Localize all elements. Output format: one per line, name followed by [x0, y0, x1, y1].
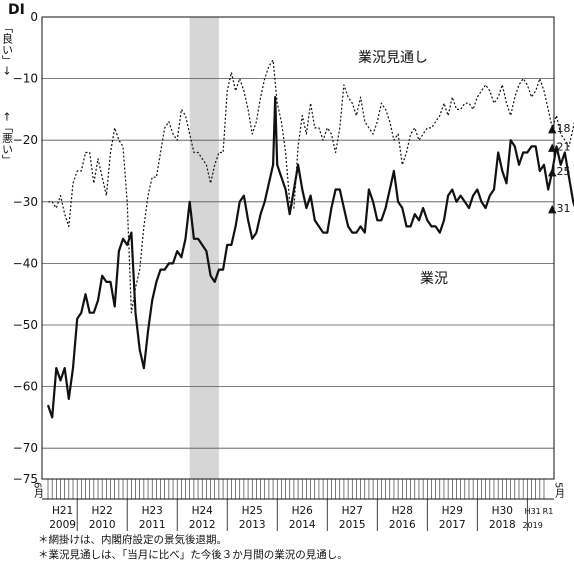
x-year-label: 2014	[289, 519, 316, 531]
x-era-label: H25	[242, 505, 263, 517]
annotation-label: ▲31	[548, 202, 570, 215]
y-axis-down-label: ←「悪い」	[1, 112, 14, 165]
x-era-label: H27	[342, 505, 363, 517]
annotation-label: ▲25	[548, 165, 570, 178]
y-tick-label: −50	[13, 318, 38, 332]
x-year-label: 2013	[239, 519, 266, 531]
x-year-label: 2018	[489, 519, 516, 531]
series-lines	[46, 59, 574, 419]
y-tick-label: −10	[13, 72, 38, 86]
y-axis-title: DI	[8, 2, 25, 18]
x-year-label: 2019	[522, 521, 542, 530]
x-era-label: H31	[525, 507, 541, 516]
x-year-label: 2010	[89, 519, 116, 531]
x-year-label: 2011	[139, 519, 166, 531]
note-shading: ＊網掛けは、内閣府設定の景気後退期。	[38, 534, 227, 546]
series-label-business: 業況	[420, 271, 448, 287]
x-year-label: 2016	[389, 519, 416, 531]
x-era-label: R1	[543, 507, 554, 516]
business-line	[46, 95, 574, 419]
y-tick-label: −70	[13, 441, 38, 455]
x-year-label: 2017	[439, 519, 466, 531]
y-tick-label: −40	[13, 256, 38, 270]
x-year-label: 2012	[189, 519, 216, 531]
x-era-label: H22	[92, 505, 113, 517]
x-year-label: 2015	[339, 519, 366, 531]
note-outlook: ＊業況見通しは、「当月に比べ」た今後３か月間の業況の見通し。	[38, 549, 348, 561]
x-year-label: 2009	[49, 519, 76, 531]
x-era-label: H26	[292, 505, 314, 517]
x-era-label: H29	[442, 505, 463, 517]
y-tick-label: 0	[30, 10, 38, 24]
x-era-label: H30	[492, 505, 513, 517]
x-end-label: 5月	[553, 482, 565, 499]
y-axis-up-label: 「良い」→	[1, 22, 14, 75]
x-axis: H21 2009 H22 2010 H23 2011 H24 2012 H25 2013 H26 20…	[42, 479, 554, 531]
x-era-label: H24	[192, 505, 214, 517]
annotation-label: ▲18	[548, 122, 570, 135]
x-era-label: H28	[392, 505, 413, 517]
x-era-label: H21	[52, 505, 73, 517]
series-label-outlook: 業況見通し	[358, 50, 428, 66]
y-tick-label: −75	[13, 472, 38, 486]
y-axis-ticks: 0 −10 −20 −30 −40 −50 −60 −70 −75	[13, 10, 38, 486]
y-tick-label: −30	[13, 195, 38, 209]
x-start-label: 6月	[32, 482, 44, 499]
y-tick-label: −20	[13, 133, 38, 147]
y-tick-label: −60	[13, 380, 38, 394]
x-era-label: H23	[142, 505, 163, 517]
annotations: ▲18 ▲21 ▲25 ▲31	[548, 122, 570, 215]
annotation-label: ▲21	[548, 140, 570, 153]
